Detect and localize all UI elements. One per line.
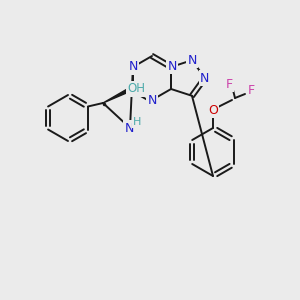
Text: F: F [248,85,255,98]
Polygon shape [103,88,130,103]
Text: N: N [147,94,157,106]
Text: O: O [208,103,218,116]
Text: N: N [200,71,210,85]
Text: N: N [187,54,197,67]
Text: N: N [167,59,177,73]
Text: H: H [133,117,141,127]
Text: OH: OH [127,82,145,95]
Text: F: F [225,77,233,91]
Text: N: N [124,122,134,134]
Text: N: N [128,61,138,74]
